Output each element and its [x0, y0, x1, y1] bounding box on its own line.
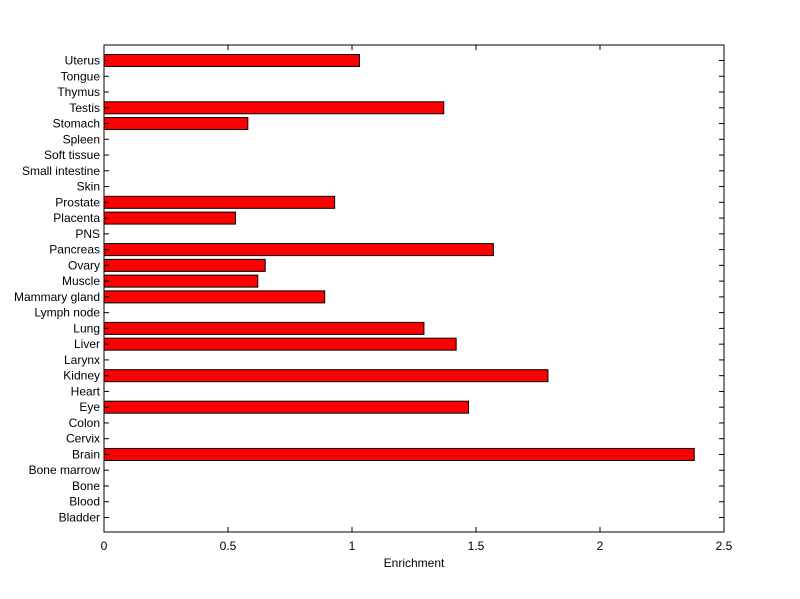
category-label-heart: Heart — [71, 384, 101, 398]
category-label-prostate: Prostate — [55, 195, 100, 209]
category-label-eye: Eye — [79, 400, 100, 414]
category-label-uterus: Uterus — [65, 54, 100, 68]
x-tick-labels: 0 0.5 1 1.5 2 2.5 — [101, 539, 733, 553]
category-label-blood: Blood — [69, 495, 100, 509]
x-tick-label: 1 — [349, 539, 356, 553]
category-label-lung: Lung — [73, 321, 100, 335]
x-tick-label: 2 — [597, 539, 604, 553]
bar-liver — [103, 337, 457, 351]
category-label-small-intestine: Small intestine — [22, 164, 100, 178]
category-label-placenta: Placenta — [53, 211, 100, 225]
category-label-thymus: Thymus — [57, 85, 100, 99]
category-label-pancreas: Pancreas — [49, 243, 100, 257]
bar-placenta — [103, 211, 236, 225]
category-label-colon: Colon — [69, 416, 100, 430]
category-label-liver: Liver — [74, 337, 100, 351]
bars-layer — [103, 54, 695, 461]
category-label-testis: Testis — [69, 101, 100, 115]
x-tick-label: 2.5 — [716, 539, 733, 553]
bar-kidney — [103, 369, 549, 383]
category-label-skin: Skin — [77, 180, 100, 194]
category-label-pns: PNS — [75, 227, 100, 241]
category-label-ovary: Ovary — [68, 258, 100, 272]
bar-muscle — [103, 274, 259, 288]
bar-stomach — [103, 117, 249, 131]
bar-eye — [103, 400, 470, 414]
category-label-bone-marrow: Bone marrow — [29, 463, 101, 477]
category-label-spleen: Spleen — [63, 132, 100, 146]
x-axis-label: Enrichment — [384, 556, 445, 570]
category-label-kidney: Kidney — [63, 369, 100, 383]
category-label-soft-tissue: Soft tissue — [44, 148, 100, 162]
plot-frame — [103, 44, 725, 533]
bar-pancreas — [103, 243, 494, 257]
category-label-bone: Bone — [72, 479, 100, 493]
category-label-stomach: Stomach — [53, 117, 100, 131]
category-label-lymph-node: Lymph node — [34, 306, 100, 320]
category-label-cervix: Cervix — [66, 432, 100, 446]
category-label-tongue: Tongue — [61, 69, 101, 83]
bar-lung — [103, 321, 425, 335]
bar-brain — [103, 447, 695, 461]
category-label-bladder: Bladder — [59, 511, 100, 525]
bar-uterus — [103, 54, 360, 67]
bar-testis — [103, 101, 445, 115]
bar-ovary — [103, 258, 266, 272]
category-label-brain: Brain — [72, 447, 100, 461]
x-tick-label: 0.5 — [220, 539, 237, 553]
bar-mammary-gland — [103, 290, 326, 304]
x-tick-label: 0 — [101, 539, 108, 553]
bar-prostate — [103, 195, 336, 209]
category-label-mammary-gland: Mammary gland — [14, 290, 100, 304]
x-tick-label: 1.5 — [468, 539, 485, 553]
category-label-muscle: Muscle — [62, 274, 100, 288]
category-label-larynx: Larynx — [64, 353, 100, 367]
